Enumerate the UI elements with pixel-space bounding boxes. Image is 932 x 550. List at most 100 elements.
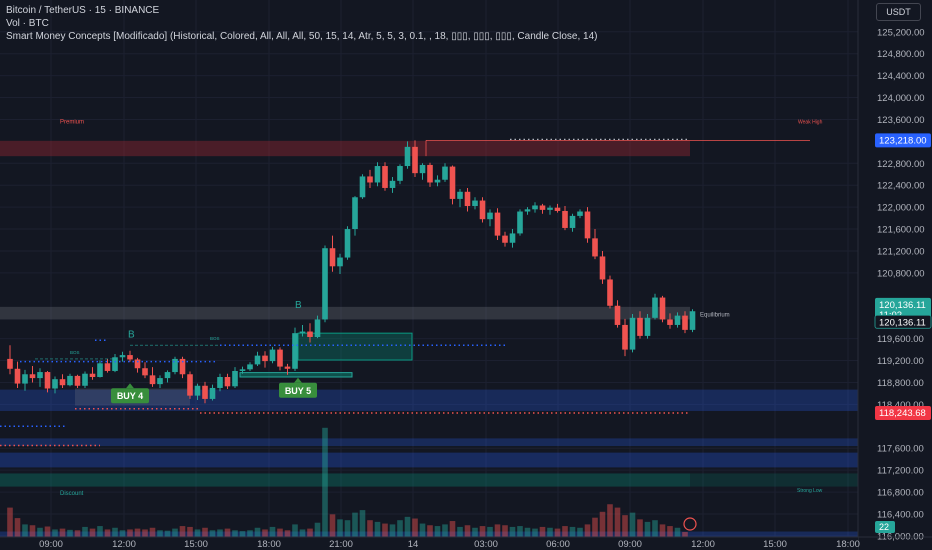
price-tick-label: 122,400.00: [877, 181, 925, 192]
volume-bar: [502, 525, 508, 537]
time-tick-label: 12:00: [691, 539, 715, 550]
discount-zone-ext: [690, 473, 858, 487]
price-tick-label: 116,400.00: [877, 509, 924, 520]
candle-body: [142, 368, 148, 376]
candle-body: [584, 211, 591, 239]
candle-body: [389, 180, 396, 188]
order-block-1-border: [297, 332, 413, 361]
volume-bar: [299, 529, 306, 537]
candle-body: [659, 297, 666, 320]
volume-bars: [7, 427, 688, 537]
volume-bar: [479, 526, 486, 537]
candles: [7, 140, 696, 404]
candle-body: [404, 146, 411, 167]
volume-bar: [149, 527, 156, 537]
candle-body: [689, 311, 696, 330]
volume-bar: [142, 529, 148, 537]
volume-bar: [614, 507, 621, 537]
symbol-title[interactable]: Bitcoin / TetherUS · 15 · BINANCE: [6, 5, 160, 16]
candle-body: [607, 279, 613, 306]
volume-bar: [577, 527, 583, 537]
volume-band: [0, 531, 858, 537]
volume-bar: [562, 526, 568, 537]
candle-body: [344, 229, 351, 258]
bos-label-1: BOS: [70, 350, 80, 355]
candle-body: [547, 207, 553, 210]
candle-body: [292, 333, 298, 369]
candle-body: [52, 379, 58, 389]
volume-bar: [314, 522, 321, 537]
candle-body: [382, 166, 388, 188]
volume-bar: [179, 526, 186, 537]
volume-bar: [487, 526, 493, 537]
candle-body: [217, 376, 223, 388]
candle-body: [232, 370, 238, 387]
smc-overlay: Premium Equilibrium Discount Weak High Stron…: [0, 119, 823, 531]
premium-zone: [0, 140, 690, 157]
candle-body: [374, 166, 381, 183]
discount-zone: [0, 473, 690, 487]
volume-bar: [194, 529, 201, 537]
price-tick-label: 117,200.00: [877, 466, 924, 477]
candle-body: [614, 305, 621, 325]
candle-body: [7, 358, 13, 369]
candle-body: [97, 363, 103, 377]
volume-bar: [187, 526, 193, 537]
volume-bar: [449, 521, 456, 537]
candle-body: [179, 358, 186, 375]
volume-bar: [464, 525, 471, 537]
price-tick-label: 121,600.00: [877, 225, 925, 236]
candle-body: [397, 166, 403, 181]
volume-bar: [584, 524, 591, 537]
volume-bar: [164, 530, 171, 537]
volume-value-bg: [875, 521, 895, 533]
volume-indicator-title[interactable]: Vol · BTC: [6, 18, 49, 29]
buy5-signal-box: [279, 382, 317, 398]
price-tick-label: 118,400.00: [877, 400, 924, 411]
candle-body: [367, 176, 373, 183]
volume-bar: [112, 527, 118, 537]
price-tick-label: 122,800.00: [877, 159, 925, 170]
smc-indicator-title[interactable]: Smart Money Concepts [Modificado] (Histo…: [6, 31, 598, 42]
candle-body: [194, 385, 201, 396]
currency-button[interactable]: USDT: [876, 3, 921, 21]
candle-body: [134, 359, 141, 369]
volume-bar: [524, 527, 531, 537]
order-block-1: [298, 333, 412, 361]
volume-bar: [659, 524, 666, 537]
time-axis[interactable]: 09:00 12:00 15:00 18:00 21:00 14 03:00 06:00 09:…: [0, 536, 932, 550]
volume-bar: [412, 518, 418, 537]
candle-body: [37, 372, 43, 379]
price-tick-label: 120,800.00: [877, 268, 925, 279]
time-tick-label: 03:00: [474, 539, 498, 550]
volume-bar: [59, 528, 66, 537]
volume-bar: [89, 528, 96, 537]
candle-body: [577, 211, 583, 216]
volume-bar: [322, 427, 328, 537]
price-tick-label: 119,600.00: [877, 334, 924, 345]
candle-body: [247, 364, 253, 370]
buy5-marker: B: [295, 300, 302, 311]
candle-body: [262, 355, 268, 362]
volume-bar: [607, 504, 613, 537]
candle-body: [629, 317, 636, 350]
volume-bar: [637, 519, 643, 537]
volume-bar: [104, 529, 111, 537]
time-tick-label: 09:00: [618, 539, 642, 550]
candle-body: [254, 355, 261, 365]
price-axis-bg: [858, 0, 932, 550]
volume-bar: [599, 511, 606, 537]
volume-bar: [44, 526, 51, 537]
candle-body: [352, 197, 358, 230]
volume-bar: [382, 523, 388, 537]
price-axis[interactable]: 125,200.00 124,800.00 124,400.00 124,000.00…: [857, 0, 932, 550]
volume-bar: [224, 528, 231, 537]
volume-bar: [232, 530, 238, 537]
volume-bar: [554, 528, 561, 537]
buy4-signal-box: [111, 388, 149, 404]
candle-body: [464, 191, 471, 207]
high-price-label: 123,218.00: [879, 135, 927, 146]
candle-body: [127, 355, 133, 360]
equilibrium-zone: [0, 306, 690, 320]
